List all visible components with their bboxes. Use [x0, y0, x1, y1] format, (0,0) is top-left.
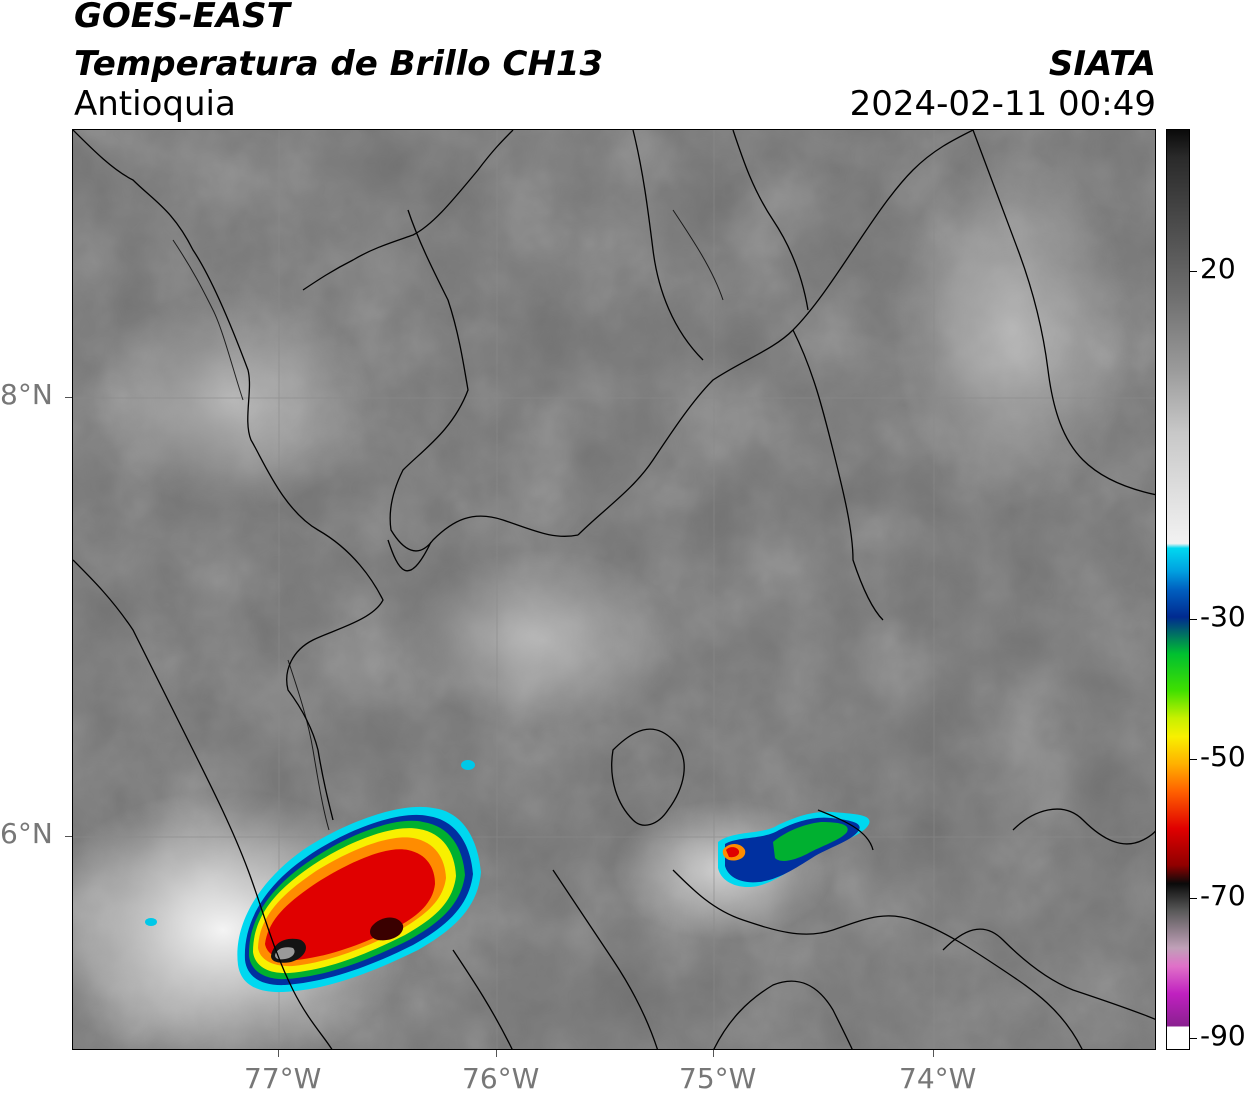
lat-tick — [65, 836, 72, 837]
colorbar-tick — [1190, 1038, 1197, 1039]
satellite-map[interactable] — [72, 129, 1156, 1050]
lat-label: 6°N — [0, 817, 53, 850]
map-canvas — [73, 130, 1155, 1049]
lon-label: 77°W — [244, 1062, 322, 1095]
product-title: Temperatura de Brillo CH13 — [74, 44, 604, 84]
lat-label: 8°N — [0, 378, 53, 411]
colorbar-tick — [1190, 271, 1197, 272]
region-label: Antioquia — [74, 84, 236, 124]
colorbar-tick — [1190, 898, 1197, 899]
storm-cell-west — [237, 806, 481, 993]
lon-tick — [713, 1050, 714, 1057]
colorbar-gradient — [1167, 130, 1189, 1049]
storm-cell-east — [718, 811, 870, 888]
bright-cloud-north — [93, 290, 373, 510]
colorbar-tick-label: -30 — [1200, 600, 1246, 633]
colorbar-tick-label: -90 — [1200, 1019, 1246, 1052]
colorbar-tick-label: -50 — [1200, 740, 1246, 773]
colorbar-tick-label: 20 — [1200, 252, 1236, 285]
lon-label: 76°W — [462, 1062, 540, 1095]
lon-label: 75°W — [679, 1062, 757, 1095]
lon-label: 74°W — [899, 1062, 977, 1095]
organization-label: SIATA — [1048, 44, 1156, 84]
lon-tick — [496, 1050, 497, 1057]
colorbar-tick-label: -70 — [1200, 879, 1246, 912]
lon-tick — [278, 1050, 279, 1057]
rivers — [172, 209, 724, 831]
bright-cloud-se — [893, 150, 1133, 510]
satellite-title: GOES-EAST — [74, 0, 290, 36]
small-cloud-cells — [145, 760, 475, 926]
colorbar — [1166, 129, 1190, 1050]
timestamp-label: 2024-02-11 00:49 — [849, 84, 1156, 124]
colorbar-tick — [1190, 759, 1197, 760]
boundaries — [73, 130, 1155, 1049]
colorbar-tick — [1190, 619, 1197, 620]
bright-cloud-center — [403, 550, 683, 730]
lat-tick — [65, 397, 72, 398]
lon-tick — [933, 1050, 934, 1057]
